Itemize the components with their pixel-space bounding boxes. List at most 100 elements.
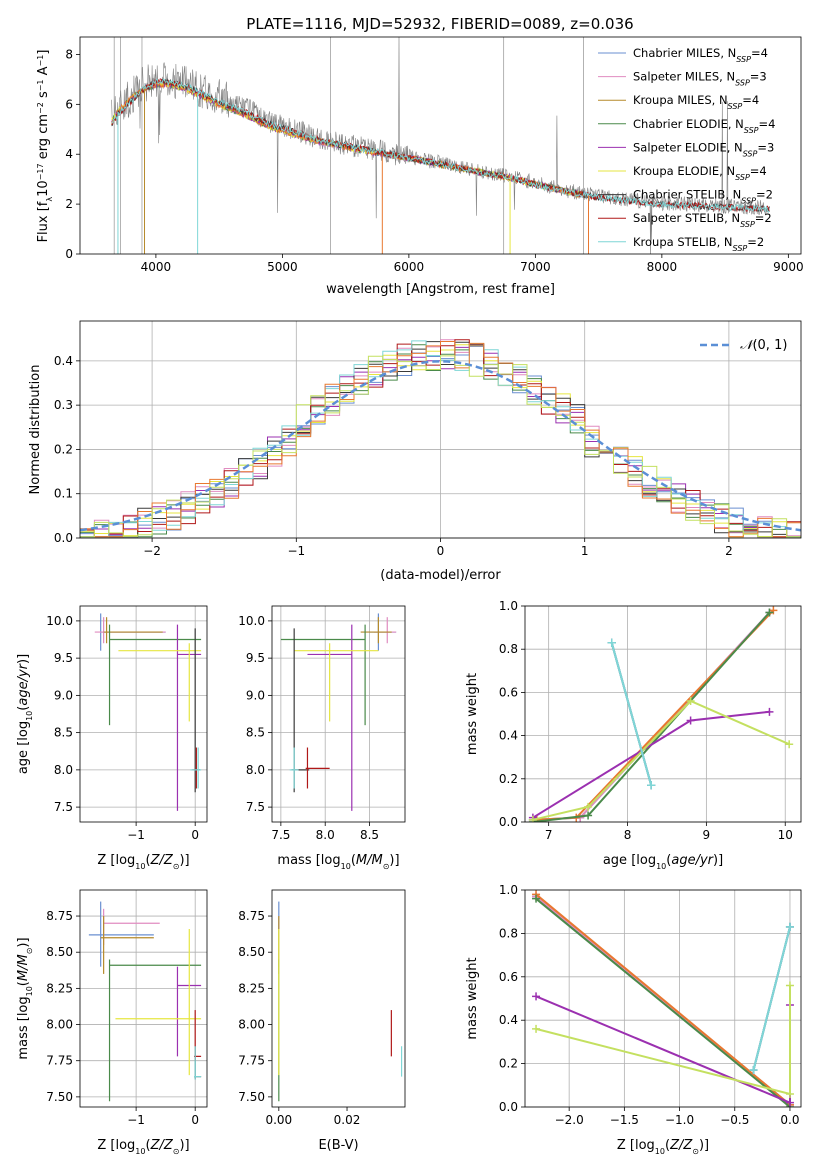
series-marker	[647, 781, 656, 790]
axes-frame	[524, 889, 802, 1108]
weight-series	[528, 608, 774, 822]
x-axis-label: (data-model)/error	[380, 568, 501, 583]
weight-series	[749, 922, 794, 1075]
y-tick-label: 8.00	[46, 1018, 73, 1032]
y-axis-label: mass [log10(M/M⊙)]	[16, 937, 34, 1059]
weight-series	[532, 992, 794, 1107]
weight-series	[528, 697, 794, 822]
y-axis-label: Flux [fλ10−17 erg cm−2 s−1 A−1]	[36, 50, 54, 243]
x-tick-label: 0	[437, 544, 445, 558]
y-tick-label: 6	[65, 97, 73, 111]
y-tick-label: 0.6	[499, 970, 518, 984]
series-line	[532, 611, 771, 822]
weight-series	[532, 890, 794, 1107]
legend-item: Chabrier ELODIE, NSSP=4	[598, 117, 775, 134]
x-tick-label: 9000	[773, 260, 804, 274]
y-tick-label: 0.4	[54, 354, 73, 368]
y-tick-label: 0.4	[499, 729, 518, 743]
legend-label: Kroupa MILES, NSSP=4	[633, 93, 759, 111]
series-line	[535, 897, 791, 1107]
axes-frame	[271, 605, 406, 823]
x-tick-label: 10	[778, 828, 793, 842]
y-tick-label: 8.25	[46, 981, 73, 995]
x-tick-label: 0.02	[334, 1113, 361, 1127]
x-tick-label: −2.0	[555, 1113, 584, 1127]
plot-area	[111, 37, 770, 254]
x-tick-label: 9	[703, 828, 711, 842]
y-tick-label: 8.0	[54, 763, 73, 777]
legend: 𝒩(0, 1)	[700, 338, 787, 353]
series-marker	[532, 894, 541, 903]
y-tick-label: 8.0	[246, 763, 265, 777]
y-axis-label: mass weight	[465, 673, 480, 755]
y-tick-label: 7.75	[46, 1054, 73, 1068]
axes-frame	[79, 605, 208, 823]
y-tick-label: 8.5	[54, 726, 73, 740]
panel-spectrum: 4000 5000 6000 7000 8000 9000 0 2 4 6 8 wavelength …	[36, 36, 804, 297]
x-tick-label: −1	[127, 828, 145, 842]
errorbar-point	[289, 747, 299, 789]
panel-massweight_vs_age: 7 8 9 10 0.0 0.2 0.4 0.6 0.8 1.0 age [log10(age/yr…	[465, 599, 802, 871]
plot-area	[532, 890, 794, 1107]
x-tick-label: 5000	[267, 260, 298, 274]
y-tick-label: 0.8	[499, 926, 518, 940]
y-tick-label: 0.3	[54, 398, 73, 412]
x-tick-label: 6000	[394, 260, 425, 274]
series-marker	[584, 811, 593, 820]
x-tick-label: −2	[143, 544, 161, 558]
series-marker	[686, 697, 695, 706]
y-tick-label: 9.0	[246, 688, 265, 702]
plot-area	[280, 613, 397, 811]
series-marker	[785, 1098, 794, 1107]
axes-frame	[271, 889, 406, 1108]
errorbar-point	[360, 617, 392, 644]
x-axis-label: Z [log10(Z/Z⊙)]	[97, 1138, 189, 1156]
y-tick-label: 7.50	[238, 1090, 265, 1104]
x-tick-label: −1	[287, 544, 305, 558]
y-tick-label: 7.5	[54, 800, 73, 814]
y-axis-label: Normed distribution	[28, 365, 43, 495]
legend-label: 𝒩(0, 1)	[740, 338, 787, 353]
errorbar-point	[294, 643, 379, 722]
x-tick-label: 2	[725, 544, 733, 558]
y-tick-label: 0.2	[499, 1057, 518, 1071]
errorbar-point	[115, 929, 202, 1076]
x-tick-label: 0	[191, 1113, 199, 1127]
series-marker	[686, 716, 695, 725]
series-line	[532, 699, 790, 821]
x-axis-label: mass [log10(M/M⊙)]	[277, 853, 399, 871]
x-axis-label: age [log10(age/yr)]	[603, 853, 723, 871]
model-orange-fit	[111, 80, 586, 199]
panel-residuals: −2 −1 0 1 2 0.0 0.1 0.2 0.3 0.4 𝒩(0, 1) (data-model…	[28, 320, 802, 583]
errorbar-point	[190, 747, 202, 789]
series-marker	[785, 740, 794, 749]
y-tick-label: 8	[65, 47, 73, 61]
errorbar-point	[100, 916, 154, 974]
legend: Chabrier MILES, NSSP=4 Salpeter MILES, NS…	[598, 46, 775, 252]
x-tick-label: 8.0	[316, 828, 335, 842]
x-tick-label: −1	[127, 1113, 145, 1127]
x-tick-label: 8000	[647, 260, 678, 274]
gaussian-curve	[80, 360, 801, 532]
y-tick-label: 1.0	[499, 599, 518, 613]
x-tick-label: 0	[191, 828, 199, 842]
x-tick-label: 8.5	[360, 828, 379, 842]
y-tick-label: 9.5	[54, 651, 73, 665]
y-tick-label: 0.2	[499, 772, 518, 786]
x-axis-label: E(B-V)	[318, 1138, 358, 1153]
series-marker	[765, 608, 774, 617]
panel-mass_vs_Z: −1 0 7.50 7.75 8.00 8.25 8.50 8.75 Z [log10(Z/Z⊙…	[16, 889, 208, 1156]
series-marker	[749, 1066, 758, 1075]
series-line	[752, 926, 791, 1071]
series-line	[610, 642, 653, 786]
x-tick-label: 1	[581, 544, 589, 558]
y-tick-label: 8.5	[246, 726, 265, 740]
y-tick-label: 8.50	[238, 945, 265, 959]
y-tick-label: 2	[65, 197, 73, 211]
y-tick-label: 8.75	[46, 909, 73, 923]
weight-series	[532, 894, 794, 1107]
y-tick-label: 8.25	[238, 981, 265, 995]
y-tick-label: 8.50	[46, 945, 73, 959]
x-tick-label: −0.5	[720, 1113, 749, 1127]
